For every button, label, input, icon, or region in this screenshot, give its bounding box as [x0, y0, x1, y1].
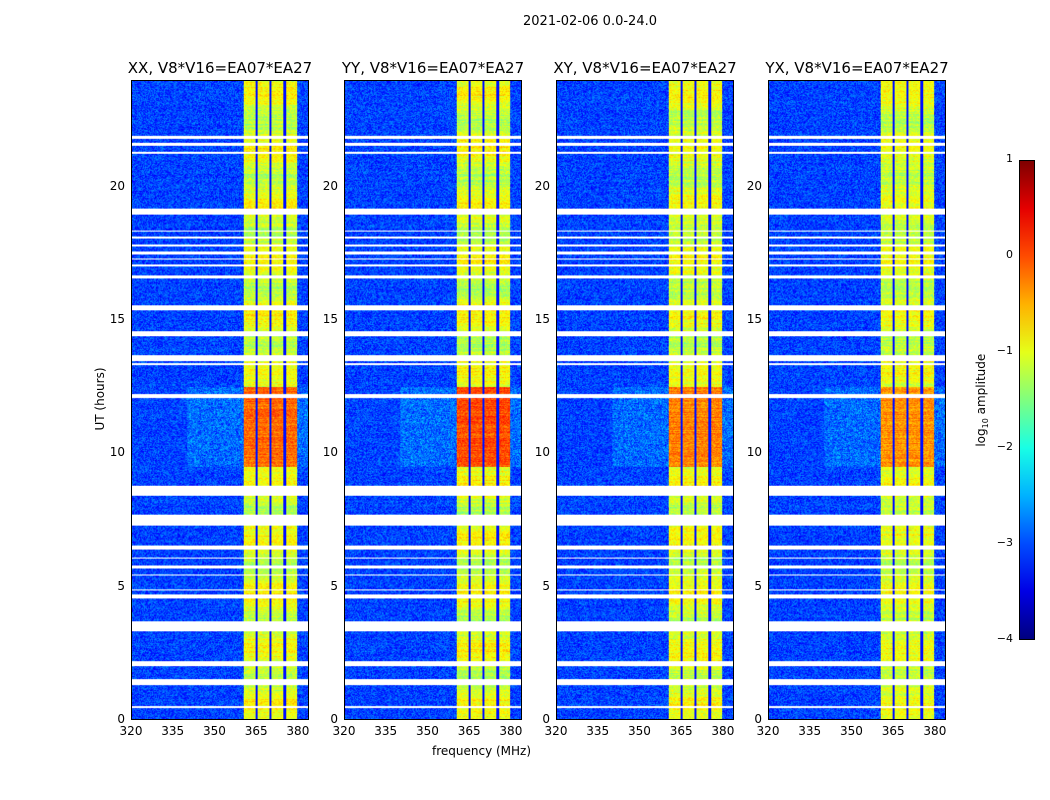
y-tick-label: 5 — [117, 578, 125, 593]
colorbar-tick-label: −1 — [996, 344, 1013, 357]
x-tick-label: 380 — [499, 724, 523, 738]
x-tick-label: 350 — [627, 724, 651, 738]
y-tick-label: 20 — [534, 178, 550, 193]
x-tick-label: 320 — [119, 724, 143, 738]
x-tick-label: 320 — [544, 724, 568, 738]
y-tick-label: 15 — [109, 312, 125, 326]
x-tick-label: 335 — [161, 724, 185, 738]
colorbar-tick-label: −4 — [996, 632, 1013, 645]
colorbar-tick-label: 1 — [1006, 152, 1013, 165]
colorbar-tick-label: −3 — [996, 536, 1013, 549]
panel-title: YX, V8*V16=EA07*EA27 — [765, 59, 949, 77]
heatmap-panel-1 — [131, 80, 309, 720]
x-tick-label: 365 — [881, 724, 905, 738]
x-tick-label: 320 — [332, 724, 356, 738]
panel-title: XY, V8*V16=EA07*EA27 — [553, 59, 737, 77]
y-tick-label: 0 — [542, 712, 550, 726]
x-tick-label: 380 — [923, 724, 947, 738]
x-tick-label: 365 — [244, 724, 268, 738]
y-tick-label: 10 — [322, 445, 338, 460]
x-tick-label: 335 — [798, 724, 822, 738]
y-tick-label: 5 — [542, 578, 550, 593]
x-tick-label: 335 — [374, 724, 398, 738]
figure-title: 2021-02-06 0.0-24.0 — [523, 14, 657, 29]
y-tick-label: 0 — [117, 712, 125, 726]
x-tick-label: 350 — [202, 724, 226, 738]
x-axis-label: frequency (MHz) — [432, 744, 532, 758]
colorbar-tick-label: 0 — [1006, 248, 1013, 261]
y-tick-label: 15 — [746, 312, 762, 326]
panel-title: XX, V8*V16=EA07*EA27 — [127, 59, 313, 77]
y-tick-label: 15 — [534, 312, 550, 326]
x-tick-label: 335 — [586, 724, 610, 738]
panel-title: YY, V8*V16=EA07*EA27 — [341, 59, 525, 77]
y-tick-label: 10 — [746, 445, 762, 460]
x-tick-label: 350 — [839, 724, 863, 738]
y-tick-label: 20 — [322, 178, 338, 193]
x-tick-label: 380 — [711, 724, 735, 738]
x-tick-label: 365 — [457, 724, 481, 738]
heatmap-panel-2 — [344, 80, 522, 720]
y-tick-label: 0 — [754, 712, 762, 726]
x-tick-label: 320 — [756, 724, 780, 738]
colorbar-tick-label: −2 — [996, 440, 1013, 453]
y-tick-label: 5 — [330, 578, 338, 593]
y-tick-label: 20 — [746, 178, 762, 193]
y-tick-label: 10 — [534, 445, 550, 460]
x-tick-label: 350 — [415, 724, 439, 738]
y-tick-label: 10 — [109, 445, 125, 460]
heatmap-panel-3 — [556, 80, 734, 720]
colorbar — [1019, 160, 1035, 640]
x-tick-label: 380 — [286, 724, 310, 738]
x-tick-label: 365 — [669, 724, 693, 738]
y-tick-label: 0 — [330, 712, 338, 726]
y-tick-label: 20 — [109, 178, 125, 193]
y-tick-label: 5 — [754, 578, 762, 593]
colorbar-label: log10 amplitude — [973, 353, 991, 447]
heatmap-panel-4 — [768, 80, 946, 720]
y-axis-label: UT (hours) — [93, 367, 107, 431]
y-tick-label: 15 — [322, 312, 338, 326]
